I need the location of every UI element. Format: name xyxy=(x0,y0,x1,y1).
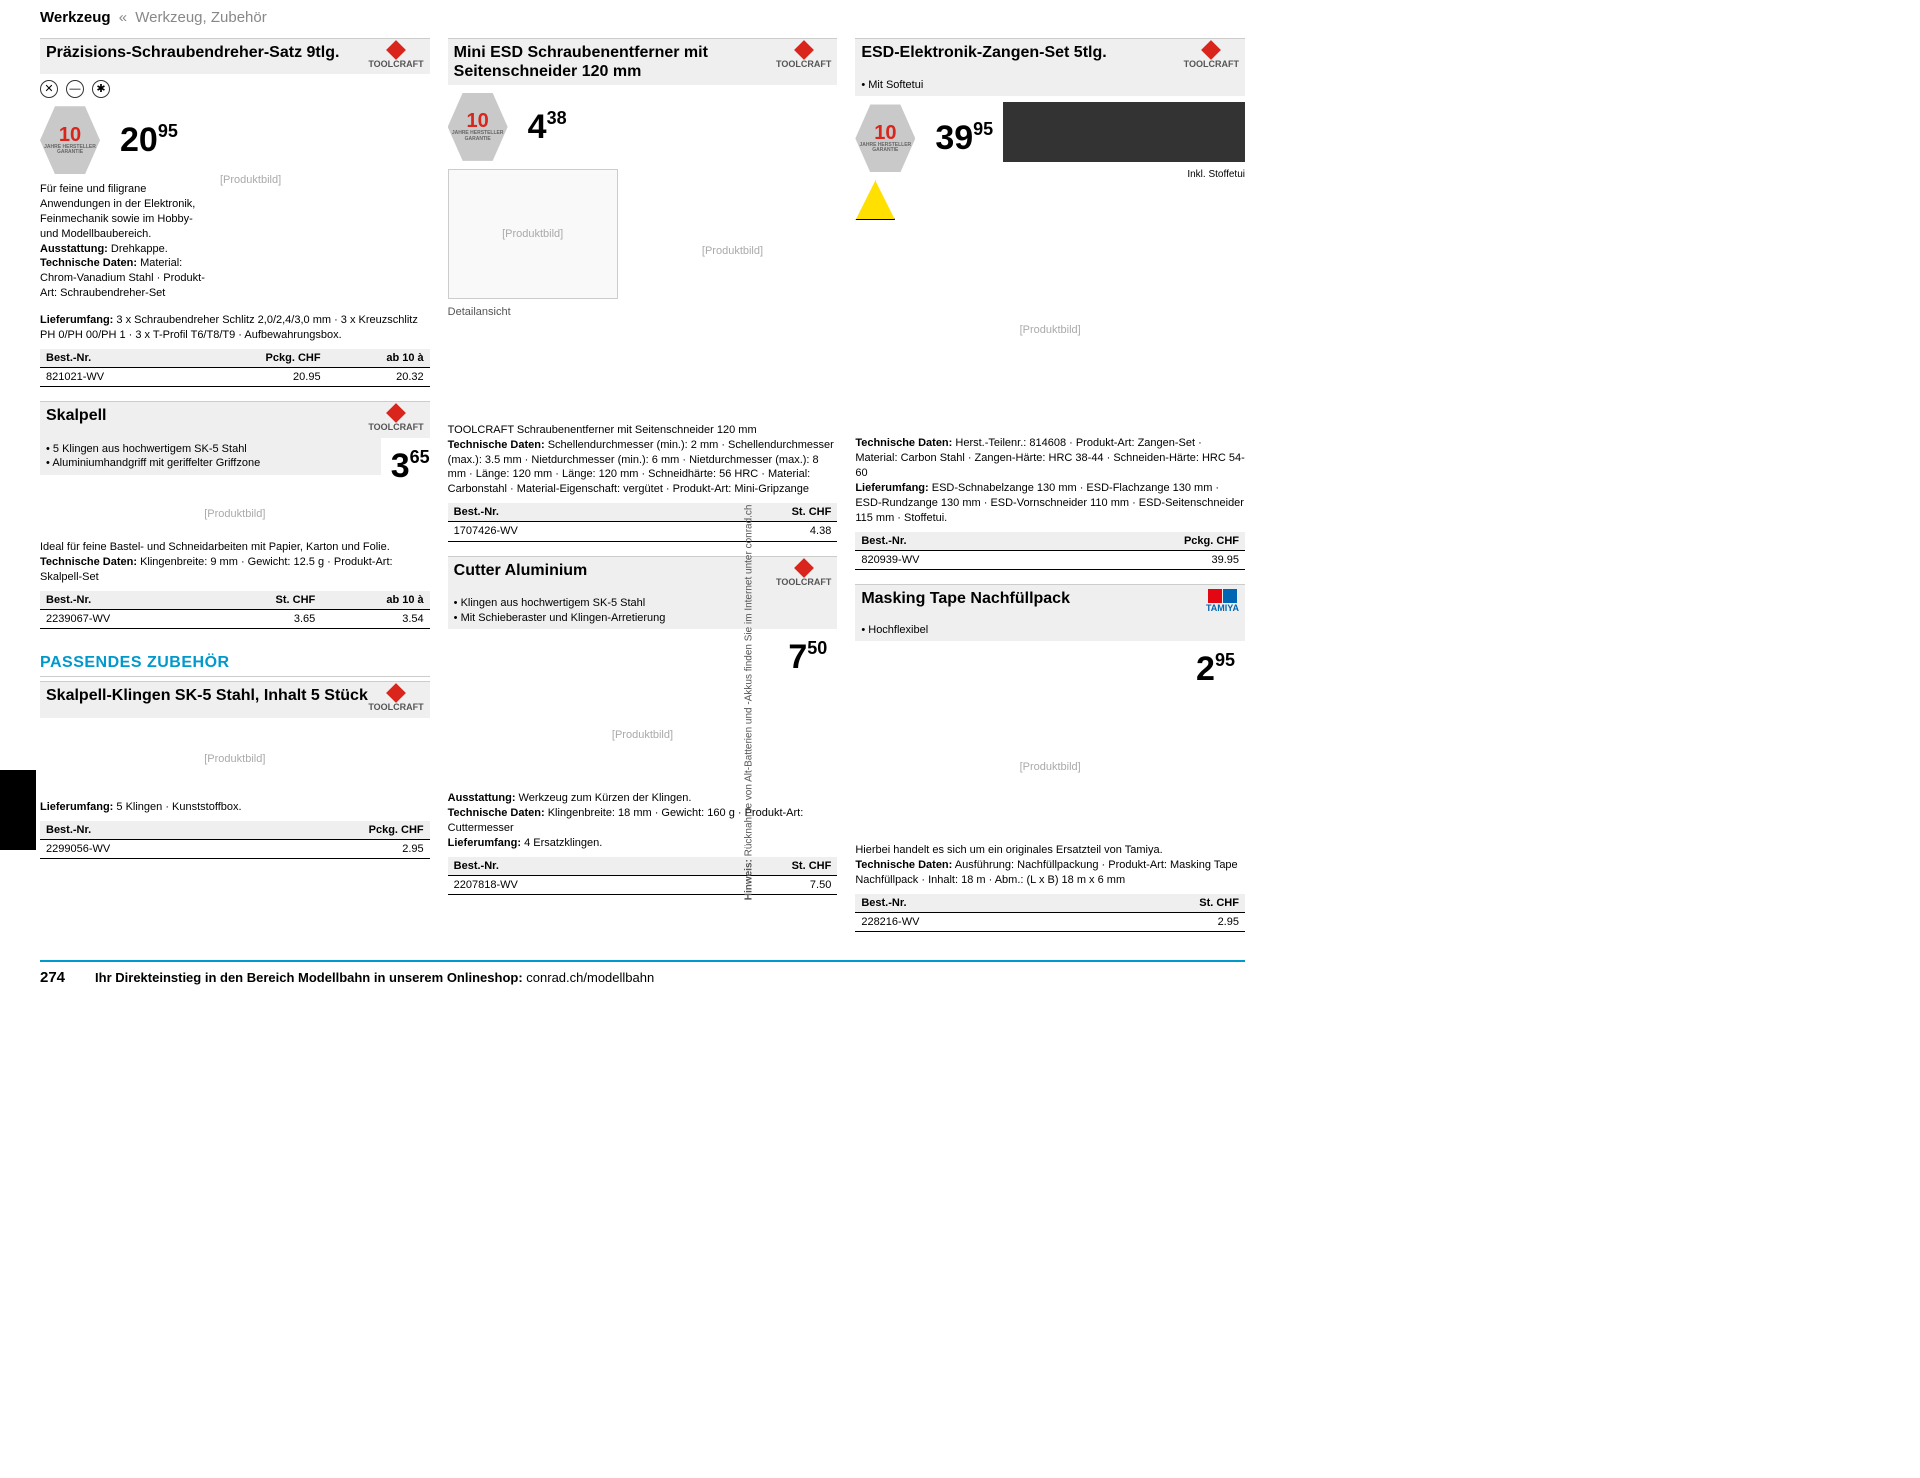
phillips-icon: ✕ xyxy=(40,80,58,98)
product-description: Ideal für feine Bastel- und Schneidarbei… xyxy=(40,540,430,585)
brand-toolcraft: TOOLCRAFT xyxy=(368,406,423,434)
product-image: [Produktbild] xyxy=(855,697,1245,837)
table-row: 2207818-WV7.50 xyxy=(448,875,838,894)
product-image: [Produktbild] xyxy=(40,724,430,794)
brand-toolcraft: TOOLCRAFT xyxy=(776,43,831,71)
product-description: Für feine und filigrane Anwendungen in d… xyxy=(40,182,210,301)
torx-icon: ✱ xyxy=(92,80,110,98)
price-table: Best.-Nr.St. CHF 228216-WV2.95 xyxy=(855,894,1245,933)
price-table: Best.-Nr.Pckg. CHF 2299056-WV2.95 xyxy=(40,821,430,860)
price-table: Best.-Nr.St. CHFab 10 à 2239067-WV3.653.… xyxy=(40,591,430,630)
product-description: Hierbei handelt es sich um ein originale… xyxy=(855,843,1245,888)
table-row: 2239067-WV3.653.54 xyxy=(40,609,430,628)
price-table: Best.-Nr.Pckg. CHFab 10 à 821021-WV20.95… xyxy=(40,349,430,388)
price: 750 xyxy=(788,635,827,679)
table-row: 228216-WV2.95 xyxy=(855,913,1245,932)
table-row: 1707426-WV4.38 xyxy=(448,522,838,541)
price-table: Best.-Nr.St. CHF 1707426-WV4.38 xyxy=(448,503,838,542)
esd-icon xyxy=(855,180,895,220)
product-pliers-set: ESD-Elektronik-Zangen-Set 5tlg. TOOLCRAF… xyxy=(855,38,1245,571)
breadcrumb: Werkzeug « Werkzeug, Zubehör xyxy=(40,8,1245,28)
product-title: ESD-Elektronik-Zangen-Set 5tlg. xyxy=(861,43,1183,62)
brand-toolcraft: TOOLCRAFT xyxy=(368,43,423,71)
toolcraft-icon xyxy=(386,403,406,423)
product-title: Masking Tape Nachfüllpack xyxy=(861,589,1206,608)
product-image: [Produktbild] xyxy=(448,685,838,785)
breadcrumb-path: Werkzeug, Zubehör xyxy=(135,9,266,26)
product-title: Skalpell xyxy=(46,406,368,425)
product-title: Präzisions-Schraubendreher-Satz 9tlg. xyxy=(46,43,368,62)
case-caption: Inkl. Stoffetui xyxy=(1003,168,1245,181)
product-image: [Produktbild] xyxy=(628,91,838,411)
table-row: 820939-WV39.95 xyxy=(855,550,1245,569)
toolcraft-icon xyxy=(794,40,814,60)
breadcrumb-main: Werkzeug xyxy=(40,9,111,26)
product-title: Mini ESD Schraubenentferner mit Seitensc… xyxy=(454,43,776,81)
price-table: Best.-Nr.St. CHF 2207818-WV7.50 xyxy=(448,857,838,896)
product-screwdriver-set: Präzisions-Schraubendreher-Satz 9tlg. TO… xyxy=(40,38,430,388)
table-row: 821021-WV20.9520.32 xyxy=(40,367,430,386)
product-esd-remover: Mini ESD Schraubenentferner mit Seitensc… xyxy=(448,38,838,542)
toolcraft-icon xyxy=(1201,40,1221,60)
product-title: Skalpell-Klingen SK-5 Stahl, Inhalt 5 St… xyxy=(46,686,368,705)
detail-image: [Produktbild] xyxy=(448,169,618,299)
brand-toolcraft: TOOLCRAFT xyxy=(1184,43,1239,71)
product-bullets: Mit Softetui xyxy=(855,74,1245,96)
product-description: TOOLCRAFT Schraubenentferner mit Seitens… xyxy=(448,423,838,497)
product-bullets: Klingen aus hochwertigem SK-5 Stahl Mit … xyxy=(448,592,838,629)
product-cutter: Cutter Aluminium TOOLCRAFT Klingen aus h… xyxy=(448,556,838,895)
price: 2095 xyxy=(120,118,178,162)
product-image: [Produktbild] xyxy=(220,80,281,280)
price: 295 xyxy=(1196,647,1235,691)
brand-toolcraft: TOOLCRAFT xyxy=(776,561,831,589)
warranty-badge: 10 JAHRE HERSTELLER GARANTIE xyxy=(448,93,508,161)
product-description: Technische Daten: Herst.-Teilenr.: 81460… xyxy=(855,436,1245,525)
warranty-badge: 10 JAHRE HERSTELLER GARANTIE xyxy=(40,106,100,174)
product-title: Cutter Aluminium xyxy=(454,561,776,580)
price-table: Best.-Nr.Pckg. CHF 820939-WV39.95 xyxy=(855,532,1245,571)
product-bullets: 5 Klingen aus hochwertigem SK-5 Stahl Al… xyxy=(40,438,381,475)
footer-message: Ihr Direkteinstieg in den Bereich Modell… xyxy=(95,970,654,987)
product-scalpel-blades: Skalpell-Klingen SK-5 Stahl, Inhalt 5 St… xyxy=(40,681,430,859)
slot-icon: — xyxy=(66,80,84,98)
product-scalpel: Skalpell TOOLCRAFT 5 Klingen aus hochwer… xyxy=(40,401,430,629)
product-masking-tape: Masking Tape Nachfüllpack TAMIYA Hochfle… xyxy=(855,584,1245,932)
tip-icons: ✕ — ✱ xyxy=(40,80,210,98)
price: 438 xyxy=(528,105,567,149)
toolcraft-icon xyxy=(386,683,406,703)
image-caption: Detailansicht xyxy=(448,305,618,319)
product-description: Ausstattung: Werkzeug zum Kürzen der Kli… xyxy=(448,791,838,850)
warranty-badge: 10 JAHRE HERSTELLER GARANTIE xyxy=(855,104,915,172)
price: 3995 xyxy=(935,116,993,160)
product-image: [Produktbild] xyxy=(855,230,1245,430)
brand-tamiya: TAMIYA xyxy=(1206,589,1239,615)
accessory-header: PASSENDES ZUBEHÖR xyxy=(40,653,430,677)
product-bullets: Hochflexibel xyxy=(855,619,1245,641)
brand-toolcraft: TOOLCRAFT xyxy=(368,686,423,714)
case-image xyxy=(1003,102,1245,162)
product-image: [Produktbild] xyxy=(40,494,430,534)
side-note: Hinweis: Rücknahme von Alt-Batterien und… xyxy=(743,504,756,900)
table-row: 2299056-WV2.95 xyxy=(40,839,430,858)
tamiya-icon xyxy=(1208,589,1237,603)
breadcrumb-sep: « xyxy=(119,9,127,26)
toolcraft-icon xyxy=(386,40,406,60)
page-number: 274 xyxy=(40,968,65,988)
page-footer: 274 Ihr Direkteinstieg in den Bereich Mo… xyxy=(40,960,1245,988)
toolcraft-icon xyxy=(794,558,814,578)
price: 365 xyxy=(391,444,430,488)
